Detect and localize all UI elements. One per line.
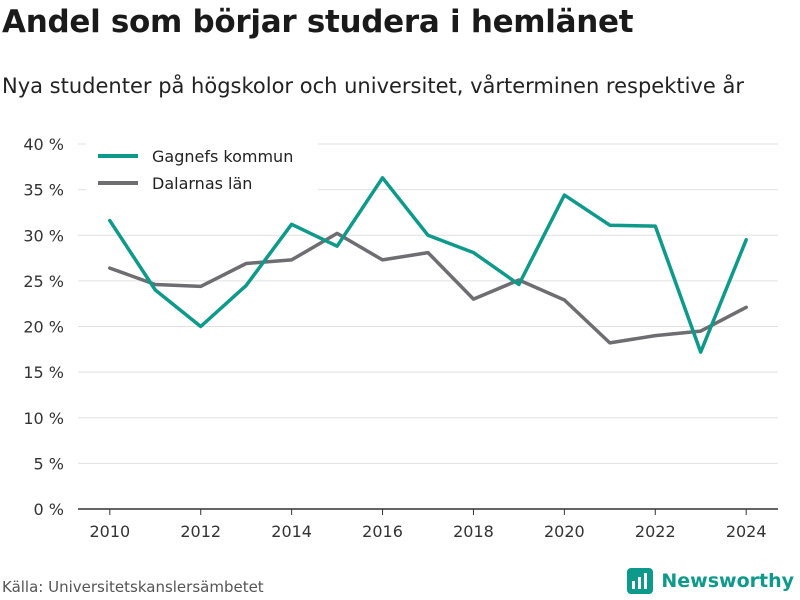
source-note: Källa: Universitetskanslersämbetet: [2, 578, 264, 596]
y-tick-label: 35 %: [23, 181, 64, 200]
chart-title: Andel som börjar studera i hemlänet: [2, 4, 634, 40]
x-tick-label: 2014: [271, 522, 312, 541]
x-axis-ticks: 2010 2012 2014 2016 2018 2020 2022 2024: [89, 509, 767, 541]
y-tick-label: 15 %: [23, 363, 64, 382]
x-tick-label: 2024: [726, 522, 767, 541]
newsworthy-logo-icon: [627, 568, 654, 594]
chart-subtitle: Nya studenter på högskolor och universit…: [2, 74, 744, 98]
gridlines: [78, 143, 778, 510]
x-tick-label: 2012: [180, 522, 221, 541]
y-tick-label: 25 %: [23, 272, 64, 291]
y-tick-label: 40 %: [23, 135, 64, 154]
series-line: [108, 176, 748, 354]
brand-logo: Newsworthy: [627, 568, 794, 594]
legend: Gagnefs kommun Dalarnas län: [86, 141, 318, 195]
x-tick-label: 2022: [635, 522, 676, 541]
y-axis-ticks: 0 % 5 % 10 % 15 % 20 % 25 % 30 % 35 % 40 %: [23, 135, 64, 519]
y-tick-label: 20 %: [23, 318, 64, 337]
series-lines: [108, 176, 748, 354]
x-tick-label: 2020: [544, 522, 585, 541]
legend-label: Dalarnas län: [152, 174, 252, 193]
legend-label: Gagnefs kommun: [152, 147, 293, 166]
x-tick-label: 2018: [453, 522, 494, 541]
y-tick-label: 10 %: [23, 409, 64, 428]
y-tick-label: 5 %: [34, 454, 64, 473]
legend-background: [86, 141, 318, 195]
y-tick-label: 0 %: [34, 500, 64, 519]
series-line: [108, 231, 748, 345]
x-tick-label: 2010: [89, 522, 130, 541]
x-tick-label: 2016: [362, 522, 403, 541]
brand-name: Newsworthy: [661, 570, 794, 592]
y-tick-label: 30 %: [23, 226, 64, 245]
